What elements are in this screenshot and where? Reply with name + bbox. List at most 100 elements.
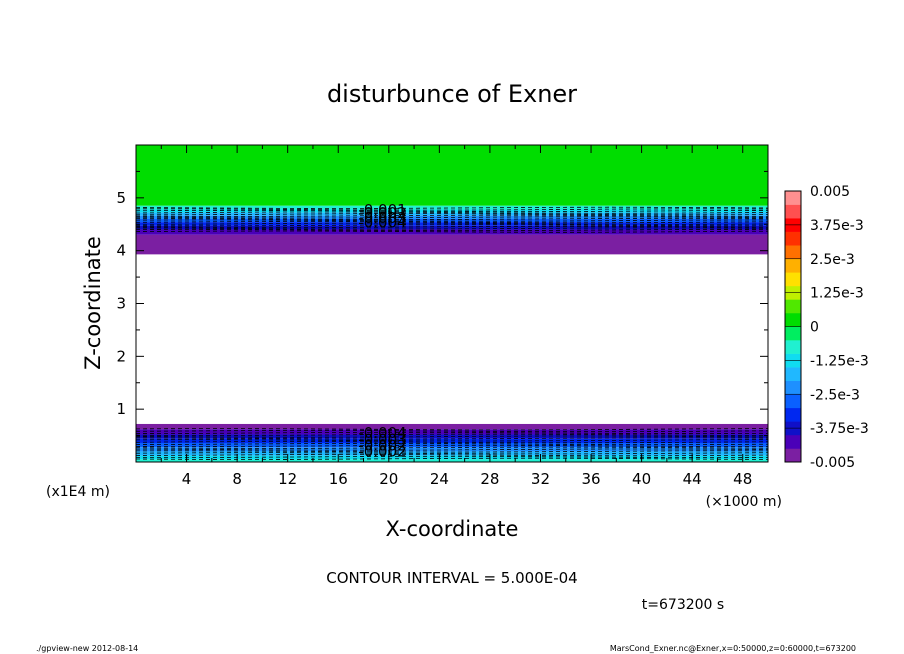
colorbar-swatch (785, 299, 801, 314)
contour-label: -0.001 (358, 201, 406, 219)
contour-line (136, 213, 769, 216)
contour-line (135, 222, 769, 225)
contour-line (135, 221, 769, 224)
contour-label: -0.002 (358, 442, 406, 460)
contour-line (135, 433, 768, 436)
colorbar-label: -1.25e-3 (810, 353, 869, 369)
y-tick-label: 5 (116, 189, 126, 207)
colorbar-swatch (785, 272, 801, 287)
contour-line (135, 444, 768, 447)
contour-band (136, 209, 768, 213)
contour-line (136, 456, 769, 458)
contour-line (135, 206, 769, 209)
colorbar-label: 3.75e-3 (810, 218, 864, 234)
x-tick-label: 28 (480, 470, 499, 488)
x-tick-label: 12 (278, 470, 297, 488)
contour-label: -0.003 (358, 209, 406, 227)
y-axis-unit: (x1E4 m) (46, 484, 110, 500)
contour-line (135, 437, 769, 440)
colorbar: 0.005 3.75e-3 2.5e-3 1.25e-3 0 -1.25e-3 -2.5e-… (784, 184, 869, 471)
contour-line (135, 211, 769, 214)
y-tick-label: 1 (116, 400, 126, 418)
contour-line (135, 450, 769, 453)
contour-label: -0.004 (358, 424, 406, 442)
colorbar-swatch (785, 258, 801, 273)
colorbar-label: 0.005 (810, 184, 850, 200)
contour-line (135, 454, 769, 457)
colorbar-label: -3.75e-3 (810, 421, 869, 437)
x-tick-label: 36 (581, 470, 600, 488)
contour-band (136, 225, 768, 230)
contour-line (135, 225, 769, 228)
colorbar-swatch (785, 407, 801, 422)
x-tick-label: 4 (182, 470, 192, 488)
contour-band (136, 218, 768, 223)
contour-band (136, 222, 768, 226)
colorbar-label: 0 (810, 320, 819, 336)
contour-line (135, 224, 768, 227)
colorbar-label: 1.25e-3 (810, 286, 864, 302)
contour-line (135, 452, 769, 455)
contour-interval-note: CONTOUR INTERVAL = 5.000E-04 (326, 569, 577, 587)
contour-line (135, 210, 769, 213)
contour-line (135, 219, 769, 222)
x-axis-label: X-coordinate (386, 517, 519, 541)
contour-band (136, 459, 768, 462)
colorbar-swatch (785, 394, 801, 409)
colorbar-swatch (785, 245, 801, 260)
contour-line (135, 214, 768, 217)
contour-band (136, 447, 768, 452)
contour-band (136, 212, 768, 216)
plot-area: -0.001-0.002-0.003-0.004-0.004-0.003-0.0… (116, 144, 769, 488)
colorbar-swatch (785, 434, 801, 449)
x-tick-label: 24 (430, 470, 449, 488)
x-tick-label: 40 (632, 470, 651, 488)
contour-line (135, 227, 769, 230)
x-tick-label: 48 (733, 470, 752, 488)
contour-band (136, 455, 768, 460)
contour-line (135, 439, 768, 442)
colorbar-swatch (785, 191, 801, 205)
x-axis-unit: (×1000 m) (706, 494, 782, 510)
contour-label: -0.002 (358, 437, 406, 455)
contour-band (136, 429, 768, 435)
contour-line (135, 441, 769, 444)
contour-line (135, 457, 769, 460)
y-axis-label: Z-coordinate (81, 236, 105, 370)
contour-line (135, 431, 769, 435)
footer-left: ./gpview-new 2012-08-14 (36, 644, 138, 653)
x-tick-label: 20 (379, 470, 398, 488)
colorbar-swatch (785, 448, 801, 463)
x-tick-label: 8 (232, 470, 242, 488)
colorbar-swatch (785, 380, 801, 395)
contour-label: -0.003 (358, 430, 406, 448)
x-tick-label: 44 (683, 470, 702, 488)
x-tick-label: 32 (531, 470, 550, 488)
contour-label: -0.002 (358, 204, 406, 222)
contour-line (135, 443, 769, 446)
contour-line (135, 216, 769, 219)
y-tick-label: 3 (116, 295, 126, 313)
footer-right: MarsCond_Exner.nc@Exner,x=0:50000,z=0:60… (610, 644, 856, 653)
contour-line (135, 217, 769, 220)
y-tick-label: 2 (116, 347, 126, 365)
colorbar-label: -2.5e-3 (810, 387, 860, 403)
colorbar-swatch (785, 367, 801, 381)
contour-line (135, 446, 769, 449)
colorbar-swatch (785, 326, 801, 341)
contour-band (136, 423, 768, 430)
contour-line (135, 428, 769, 431)
colorbar-swatch (785, 231, 801, 246)
contour-line (135, 430, 769, 433)
colorbar-label: -0.005 (810, 455, 855, 471)
contour-line (135, 230, 769, 233)
contour-band (136, 234, 768, 255)
contour-line (135, 448, 769, 451)
colorbar-swatch (785, 204, 801, 219)
colorbar-label: 2.5e-3 (810, 252, 855, 268)
chart-title: disturbunce of Exner (327, 80, 577, 108)
contour-line (136, 208, 769, 211)
contour-line (135, 435, 769, 438)
colorbar-swatch (785, 312, 801, 327)
